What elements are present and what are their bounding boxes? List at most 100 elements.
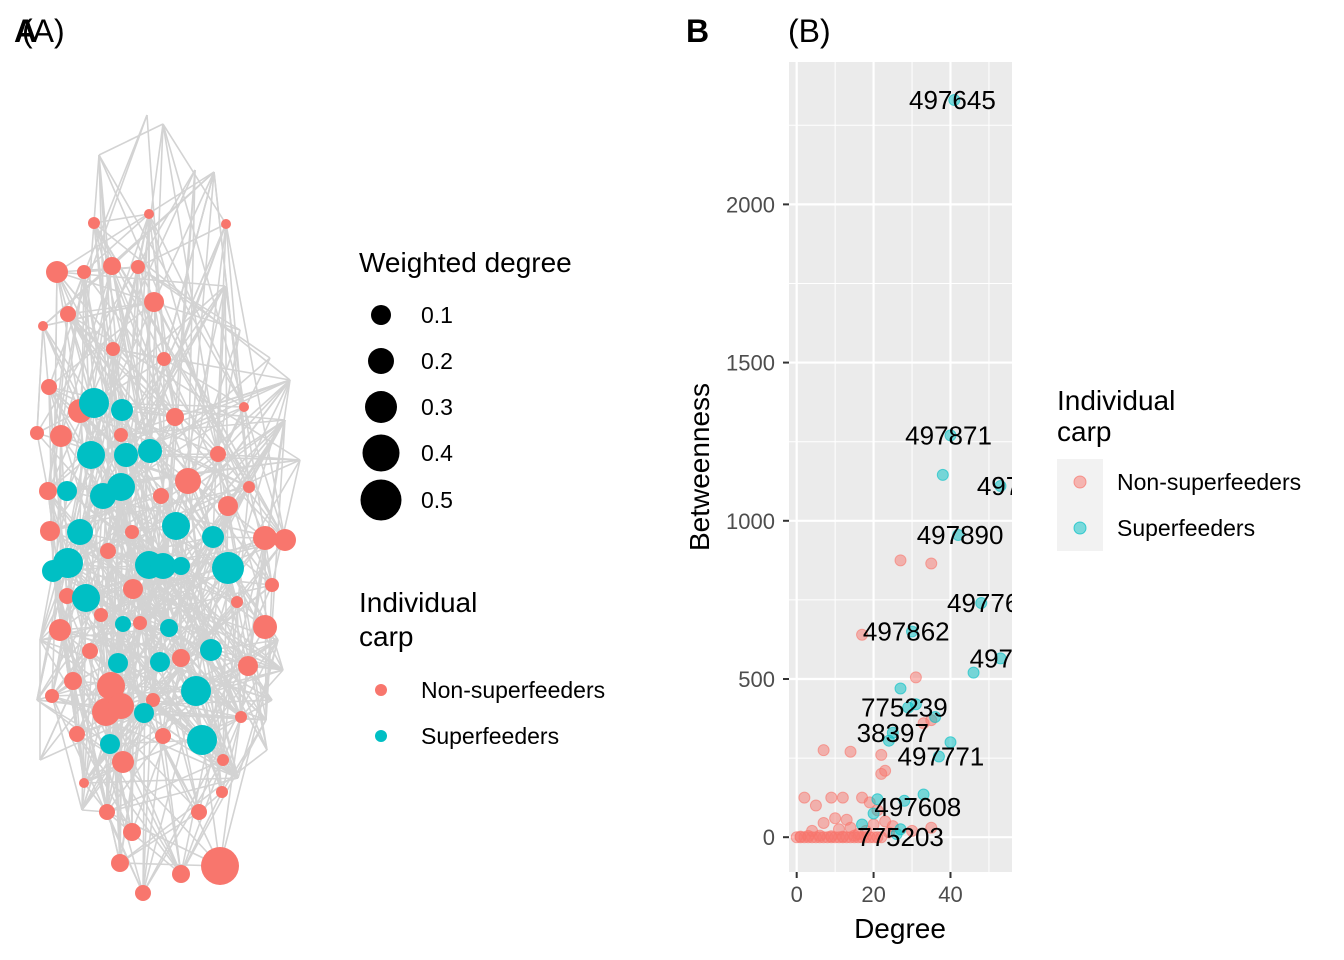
network-node-non-superfeeder	[59, 588, 75, 604]
network-node-superfeeder	[111, 399, 133, 421]
network-node-non-superfeeder	[108, 693, 134, 719]
network-edge	[162, 358, 165, 567]
network-edge	[132, 588, 279, 641]
network-node-superfeeder	[72, 584, 100, 612]
network-node-non-superfeeder	[123, 823, 141, 841]
network-edge	[105, 419, 286, 713]
network-edge	[111, 171, 215, 267]
scatter-legend-title-line2: carp	[1057, 416, 1111, 447]
network-node-non-superfeeder	[77, 265, 91, 279]
network-edge	[98, 123, 164, 156]
size-legend-key	[365, 391, 397, 423]
network-edge	[56, 271, 81, 412]
network-edge	[59, 629, 161, 663]
scatter-legend-key-non-superfeeders	[1073, 475, 1087, 489]
network-node-non-superfeeder	[253, 615, 277, 639]
size-legend-title: Weighted degree	[359, 247, 572, 278]
network-node-non-superfeeder	[112, 751, 134, 773]
network-edge	[187, 480, 224, 761]
scatter-legend-title-line1: Individual	[1057, 385, 1175, 416]
network-node-non-superfeeder	[239, 402, 249, 412]
network-edge	[39, 570, 54, 641]
axes: 0 500 1000 1500 2000 0 20 40	[726, 192, 963, 907]
point-non-superfeeder	[875, 748, 888, 761]
network-edge	[39, 584, 273, 641]
network-edge	[67, 285, 226, 564]
network-edge	[120, 486, 239, 779]
size-legend-label: 0.2	[421, 348, 453, 374]
point-superfeeder	[890, 828, 903, 841]
color-legend-title-line1: Individual	[359, 587, 477, 618]
network-edge	[67, 313, 301, 461]
size-legend-keys: 0.1 0.2 0.3 0.4 0.5	[360, 302, 453, 521]
point-non-superfeeder	[809, 799, 822, 812]
network-edge	[187, 171, 215, 482]
network-node-non-superfeeder	[94, 608, 108, 622]
point-label: 775239	[861, 692, 948, 722]
network-node-superfeeder	[138, 439, 162, 463]
point-label: 497862	[863, 617, 950, 647]
network-node-non-superfeeder	[135, 885, 151, 901]
size-legend-label: 0.5	[421, 487, 453, 513]
network-node-non-superfeeder	[144, 209, 154, 219]
network-node-superfeeder	[57, 481, 77, 501]
network-node-non-superfeeder	[157, 352, 171, 366]
network-edge	[51, 695, 239, 779]
plot-panel	[789, 62, 1012, 872]
network-edge	[187, 169, 196, 482]
size-legend-key	[362, 434, 400, 472]
size-legend-label: 0.4	[421, 440, 453, 466]
network-node-non-superfeeder	[45, 689, 59, 703]
point-non-superfeeder	[844, 745, 857, 758]
y-tick-label: 2000	[726, 192, 775, 217]
y-tick-label: 1500	[726, 351, 775, 376]
network-node-non-superfeeder	[221, 219, 231, 229]
network-node-superfeeder	[108, 653, 128, 673]
point-superfeeder	[944, 429, 957, 442]
network-edge	[48, 386, 176, 418]
scatter-legend-label-superfeeders: Superfeeders	[1117, 515, 1255, 541]
scatter-legend: Individual carp Non-superfeeders Superfe…	[1057, 385, 1301, 551]
network-node-non-superfeeder	[153, 488, 169, 504]
network-edge	[72, 680, 200, 813]
network-edge	[265, 419, 286, 721]
point-superfeeder	[867, 807, 880, 820]
panel-b-title: (B)	[788, 13, 831, 49]
network-edge	[131, 266, 139, 833]
network-node-non-superfeeder	[274, 529, 296, 551]
network-node-non-superfeeder	[69, 726, 85, 742]
point-label: 497871	[905, 420, 992, 450]
network-edge	[67, 313, 286, 541]
point-label: 38397	[857, 718, 929, 748]
network-node-non-superfeeder	[231, 596, 243, 608]
network-edge	[102, 495, 161, 663]
network-node-non-superfeeder	[144, 292, 164, 312]
network-edge	[79, 531, 145, 714]
network-legend: Weighted degree 0.1 0.2 0.3 0.4 0.5 Individu…	[359, 247, 605, 749]
size-legend-label: 0.3	[421, 394, 453, 420]
network-node-non-superfeeder	[49, 619, 71, 641]
network-edge	[180, 791, 223, 875]
y-axis-title: Betweenness	[684, 383, 715, 551]
network-edge	[120, 406, 245, 488]
network-node-non-superfeeder	[100, 543, 116, 559]
y-tick-label: 0	[763, 825, 775, 850]
point-non-superfeeder	[909, 671, 922, 684]
network-edge	[93, 222, 122, 488]
network-node-non-superfeeder	[99, 804, 115, 820]
network-edge	[219, 639, 279, 867]
legend-label-non-superfeeders: Non-superfeeders	[421, 677, 605, 703]
point-superfeeder	[917, 788, 930, 801]
point-superfeeder	[856, 818, 869, 831]
network-node-non-superfeeder	[46, 261, 68, 283]
scatter-points	[790, 93, 1007, 844]
panel-b-tag: B	[686, 13, 709, 49]
scatter-legend-key-superfeeders	[1073, 521, 1087, 535]
point-superfeeder	[994, 652, 1007, 665]
network-node-non-superfeeder	[79, 778, 89, 788]
network-node-non-superfeeder	[175, 468, 201, 494]
network-node-non-superfeeder	[172, 649, 190, 667]
point-non-superfeeder	[825, 791, 838, 804]
network-edge	[180, 565, 273, 701]
